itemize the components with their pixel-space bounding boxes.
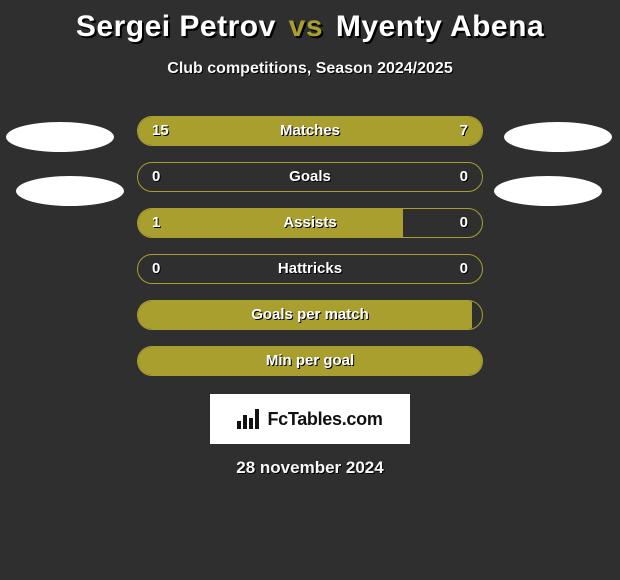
stat-label: Goals (138, 168, 482, 185)
stat-row: Goals per match (137, 300, 483, 330)
stat-row: 10Assists (137, 208, 483, 238)
stat-label: Matches (138, 122, 482, 139)
decor-ellipse (504, 122, 612, 152)
page-title: Sergei Petrov vs Myenty Abena (0, 0, 620, 44)
title-vs: vs (289, 10, 323, 43)
logo-badge: FcTables.com (210, 394, 410, 444)
decor-ellipse (494, 176, 602, 206)
stat-row: 00Hattricks (137, 254, 483, 284)
title-player1: Sergei Petrov (76, 10, 276, 43)
stat-row: Min per goal (137, 346, 483, 376)
stat-label: Assists (138, 214, 482, 231)
subtitle: Club competitions, Season 2024/2025 (0, 60, 620, 78)
comparison-chart: 157Matches 00Goals 10Assists 00Hattricks Goa… (0, 116, 620, 386)
stat-label: Min per goal (138, 352, 482, 369)
title-player2: Myenty Abena (336, 10, 544, 43)
stat-label: Goals per match (138, 306, 482, 323)
decor-ellipse (6, 122, 114, 152)
chart-bars-icon (237, 409, 261, 429)
decor-ellipse (16, 176, 124, 206)
logo-text: FcTables.com (267, 409, 382, 430)
stat-row: 157Matches (137, 116, 483, 146)
stat-label: Hattricks (138, 260, 482, 277)
stat-row: 00Goals (137, 162, 483, 192)
snapshot-date: 28 november 2024 (0, 458, 620, 478)
